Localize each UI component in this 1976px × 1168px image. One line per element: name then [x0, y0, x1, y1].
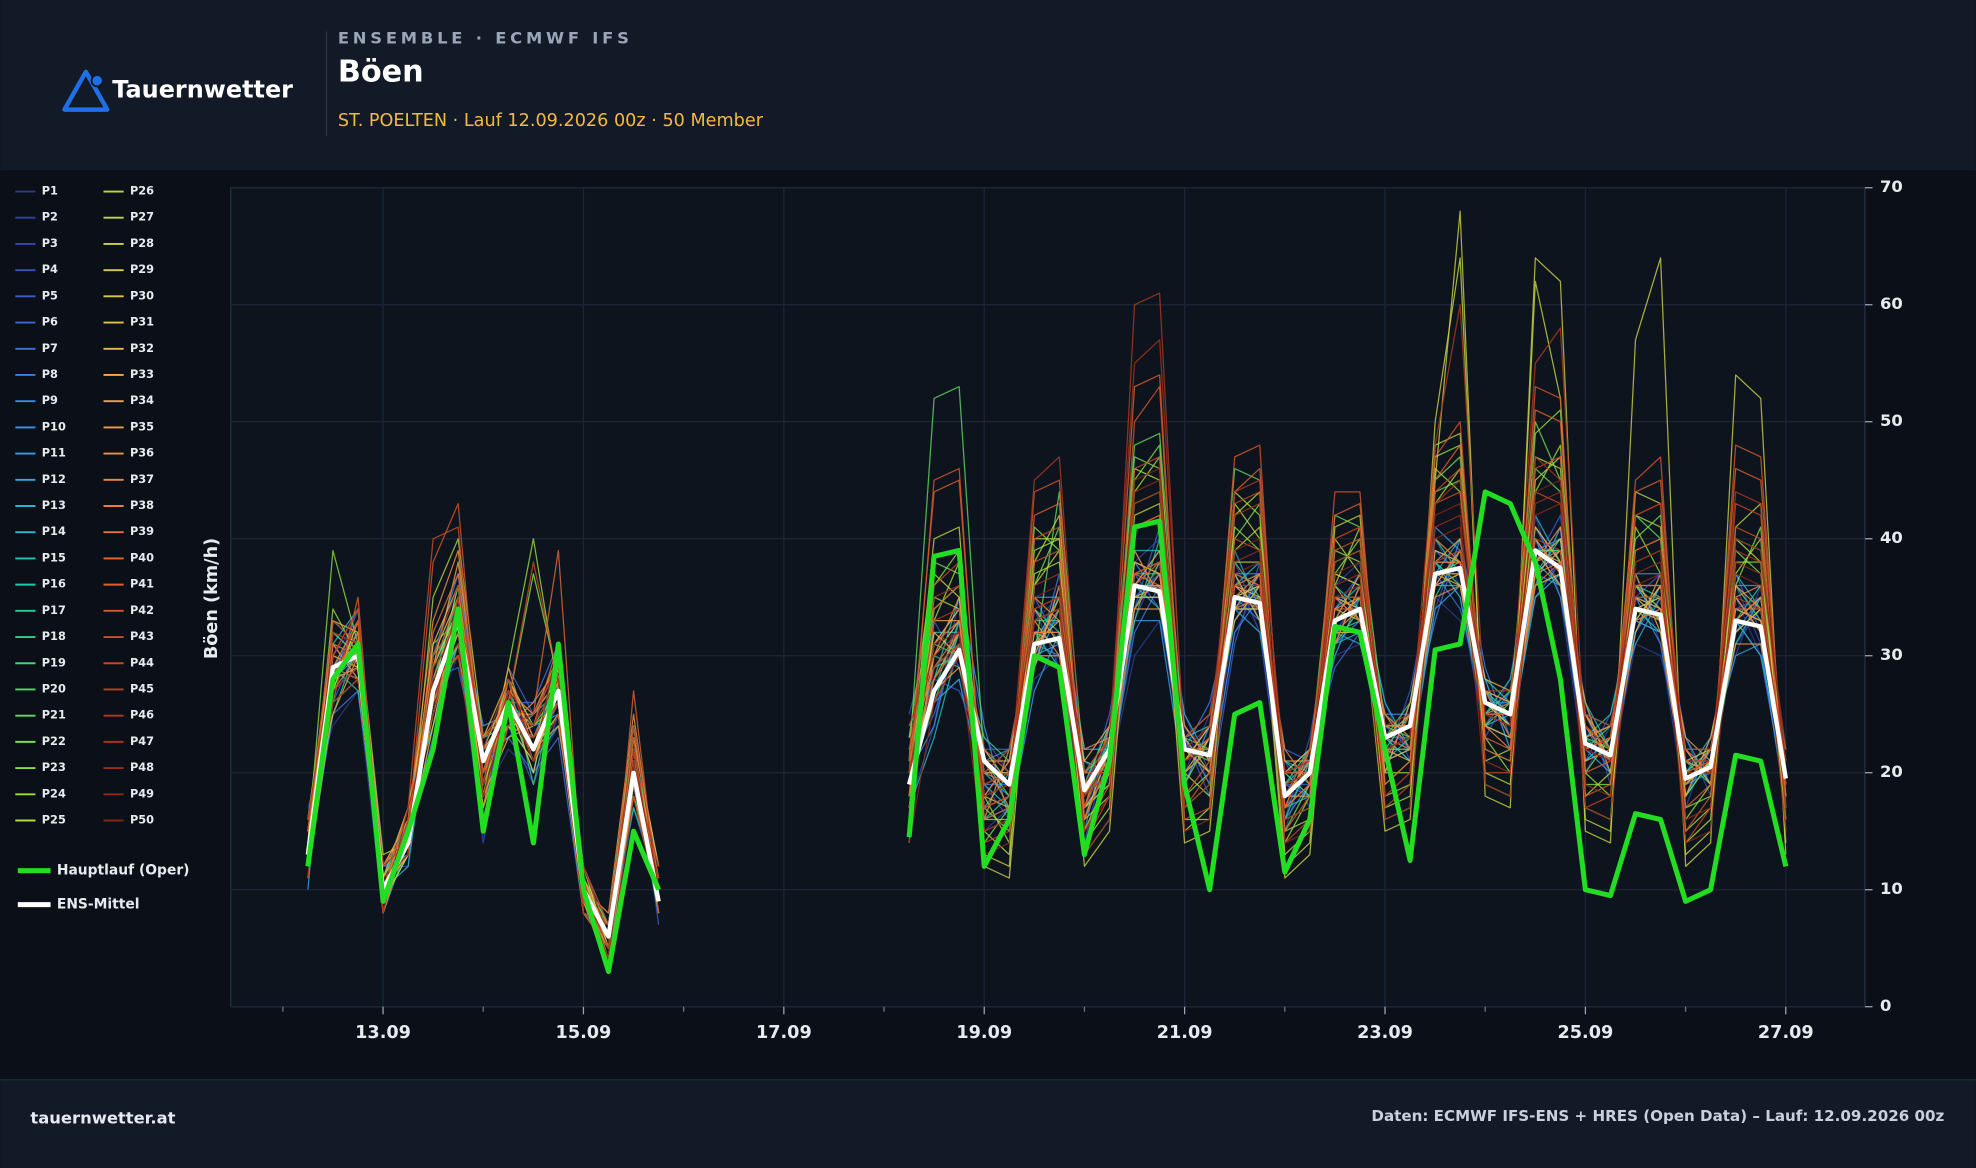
legend-label: P42 — [130, 603, 154, 617]
legend-label: P41 — [130, 577, 154, 591]
legend-label: P16 — [42, 577, 66, 591]
legend-label: P48 — [130, 760, 154, 774]
footer-left: tauernwetter.at — [30, 1108, 175, 1127]
legend-label: P34 — [130, 393, 154, 407]
legend-label: P38 — [130, 498, 154, 512]
footer-right: Daten: ECMWF IFS-ENS + HRES (Open Data) … — [1371, 1107, 1944, 1125]
x-tick-label: 13.09 — [355, 1023, 411, 1043]
legend-label: P11 — [42, 446, 66, 460]
legend-label: P46 — [130, 708, 154, 722]
main-line — [305, 489, 1789, 975]
legend-label: P6 — [42, 315, 58, 329]
legend-label: P45 — [130, 681, 154, 695]
legend-label: P39 — [130, 524, 154, 538]
legend-label: P8 — [42, 367, 58, 381]
legend-label: P12 — [42, 472, 66, 486]
legend-label: P22 — [42, 734, 66, 748]
series-layer — [305, 210, 1789, 975]
legend-label: P18 — [42, 629, 66, 643]
legend-label: P3 — [42, 236, 58, 250]
logo-dot — [90, 74, 104, 88]
x-tick-label: 25.09 — [1558, 1023, 1614, 1043]
legend-label: P26 — [130, 184, 154, 198]
legend-label: P2 — [42, 210, 58, 224]
legend-label: P20 — [42, 681, 66, 695]
logo-triangle — [62, 69, 110, 112]
legend-label: P36 — [130, 446, 154, 460]
legend-label: P50 — [130, 812, 154, 826]
legend-label: P14 — [42, 524, 66, 538]
legend-label: P35 — [130, 419, 154, 433]
legend-label: P33 — [130, 367, 154, 381]
legend-label: P19 — [42, 655, 66, 669]
kicker: ENSEMBLE · ECMWF IFS — [338, 29, 633, 48]
y-tick-label: 70 — [1880, 177, 1903, 196]
legend-label: P44 — [130, 655, 154, 669]
legend-label: Hauptlauf (Oper) — [57, 863, 190, 879]
y-axis-label: Böen (km/h) — [202, 538, 222, 659]
legend-label: P37 — [130, 472, 154, 486]
legend-label: P1 — [42, 184, 58, 198]
legend-label: P7 — [42, 341, 58, 355]
legend-label: ENS-Mittel — [57, 897, 140, 913]
y-tick-label: 10 — [1880, 879, 1903, 898]
legend-label: P28 — [130, 236, 154, 250]
header-bg — [0, 0, 1976, 171]
x-tick-label: 27.09 — [1758, 1023, 1814, 1043]
chart-subtitle: ST. POELTEN · Lauf 12.09.2026 00z · 50 M… — [338, 111, 764, 131]
x-tick-label: 17.09 — [756, 1023, 812, 1043]
y-tick-label: 20 — [1880, 762, 1903, 781]
y-tick-label: 0 — [1880, 996, 1891, 1015]
footer-bg — [0, 1079, 1976, 1168]
legend-label: P31 — [130, 315, 154, 329]
legend-label: P29 — [130, 262, 154, 276]
y-tick-label: 60 — [1880, 294, 1903, 313]
x-tick-label: 21.09 — [1157, 1023, 1213, 1043]
logo: Tauernwetter — [62, 69, 293, 112]
legend-label: P24 — [42, 786, 66, 800]
legend-label: P30 — [130, 288, 154, 302]
legend-label: P15 — [42, 550, 66, 564]
legend-label: P25 — [42, 812, 66, 826]
legend-label: P4 — [42, 262, 58, 276]
legend-label: P43 — [130, 629, 154, 643]
chart-title: Böen — [338, 55, 424, 90]
legend-label: P40 — [130, 550, 154, 564]
x-tick-label: 19.09 — [956, 1023, 1012, 1043]
legend-label: P13 — [42, 498, 66, 512]
y-tick-label: 50 — [1880, 411, 1903, 430]
legend-label: P27 — [130, 210, 154, 224]
legend-label: P5 — [42, 288, 58, 302]
x-tick-label: 15.09 — [556, 1023, 612, 1043]
y-tick-label: 30 — [1880, 645, 1903, 664]
legend-label: P21 — [42, 708, 66, 722]
legend-label: P10 — [42, 419, 66, 433]
legend-label: P17 — [42, 603, 66, 617]
legend-label: P49 — [130, 786, 154, 800]
legend-label: P23 — [42, 760, 66, 774]
y-tick-label: 40 — [1880, 528, 1903, 547]
legend-label: P47 — [130, 734, 154, 748]
x-tick-label: 23.09 — [1357, 1023, 1413, 1043]
legend-label: P32 — [130, 341, 154, 355]
legend-label: P9 — [42, 393, 58, 407]
brand: Tauernwetter — [112, 76, 293, 104]
